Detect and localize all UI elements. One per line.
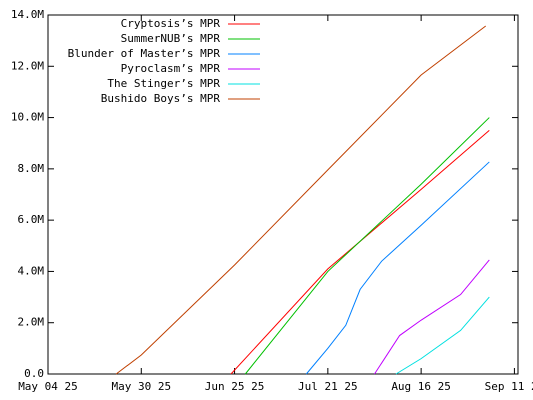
series-line <box>305 161 490 375</box>
plot-border <box>47 14 519 375</box>
y-tick-label: 8.0M <box>18 162 45 175</box>
y-tick-label: 12.0M <box>11 59 44 72</box>
x-tick-label: Jun 25 25 <box>205 380 265 393</box>
legend-label: Cryptosis’s MPR <box>121 17 221 30</box>
series-line <box>230 130 490 375</box>
x-tick-label: Jul 21 25 <box>298 380 358 393</box>
y-tick-label: 0.0 <box>24 367 44 380</box>
series-line <box>115 25 487 375</box>
y-tick-label: 6.0M <box>18 213 45 226</box>
x-tick-label: May 04 25 <box>18 380 78 393</box>
series-line <box>374 259 490 375</box>
legend-label: Blunder of Master’s MPR <box>68 47 221 60</box>
x-tick-label: Sep 11 25 <box>485 380 533 393</box>
y-tick-label: 14.0M <box>11 8 44 21</box>
legend-label: The Stinger’s MPR <box>107 77 220 90</box>
y-tick-label: 4.0M <box>18 264 45 277</box>
x-tick-label: May 30 25 <box>111 380 171 393</box>
y-tick-label: 2.0M <box>18 316 45 329</box>
series-line <box>395 296 490 375</box>
legend-label: Bushido Boys’s MPR <box>101 92 221 105</box>
legend-label: SummerNUB’s MPR <box>121 32 221 45</box>
legend-label: Pyroclasm’s MPR <box>121 62 221 75</box>
y-tick-label: 10.0M <box>11 111 44 124</box>
x-tick-label: Aug 16 25 <box>391 380 451 393</box>
series-line <box>244 117 490 375</box>
